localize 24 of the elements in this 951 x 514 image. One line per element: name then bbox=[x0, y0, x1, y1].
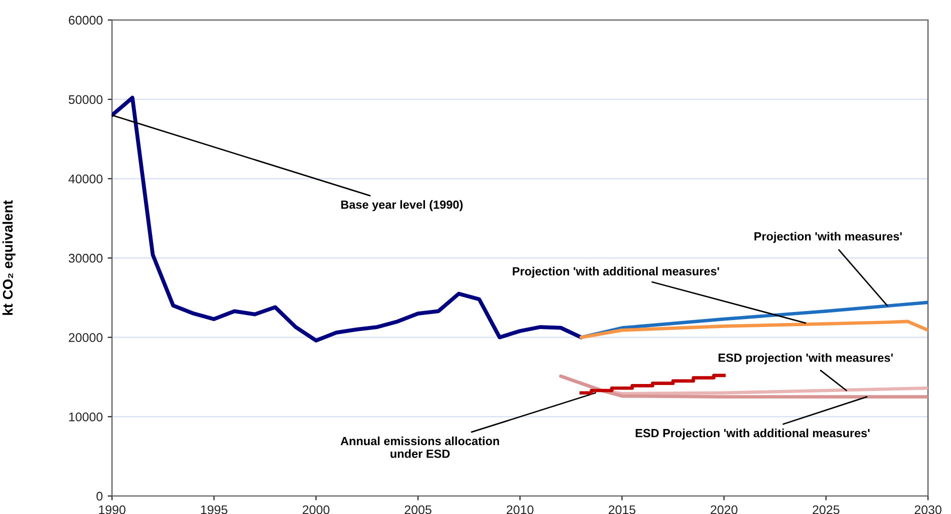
x-tick-label: 1990 bbox=[99, 505, 126, 514]
annotation: Annual emissions allocation under ESD bbox=[340, 436, 500, 458]
annotation: Projection 'with additional measures' bbox=[512, 266, 720, 278]
annotation: ESD Projection 'with additional measures' bbox=[636, 428, 870, 440]
x-tick-label: 2025 bbox=[812, 505, 840, 514]
x-tick-label: 2020 bbox=[710, 505, 738, 514]
y-tick-label: 50000 bbox=[68, 95, 102, 104]
annotation: Base year level (1990) bbox=[341, 200, 463, 212]
x-tick-label: 1995 bbox=[201, 505, 228, 514]
y-axis-title: kt CO₂ equivalent bbox=[2, 200, 16, 315]
line-series bbox=[580, 320, 928, 340]
y-tick-label: 40000 bbox=[68, 174, 102, 184]
x-tick-label: 2005 bbox=[404, 505, 432, 514]
y-tick-label: 10000 bbox=[69, 412, 102, 422]
x-tick-label: 2015 bbox=[608, 505, 636, 514]
y-tick-label: 60000 bbox=[68, 16, 102, 25]
x-tick-label: 2000 bbox=[302, 505, 330, 514]
y-tick-label: 0 bbox=[96, 492, 102, 501]
x-tick-label: 2010 bbox=[506, 505, 534, 514]
y-tick-label: 20000 bbox=[68, 333, 102, 342]
y-tick-label: 30000 bbox=[68, 254, 102, 263]
x-tick-label: 2030 bbox=[914, 505, 942, 514]
annotation: ESD projection 'with measures' bbox=[718, 353, 893, 364]
annotation: Projection 'with measures' bbox=[754, 232, 902, 243]
